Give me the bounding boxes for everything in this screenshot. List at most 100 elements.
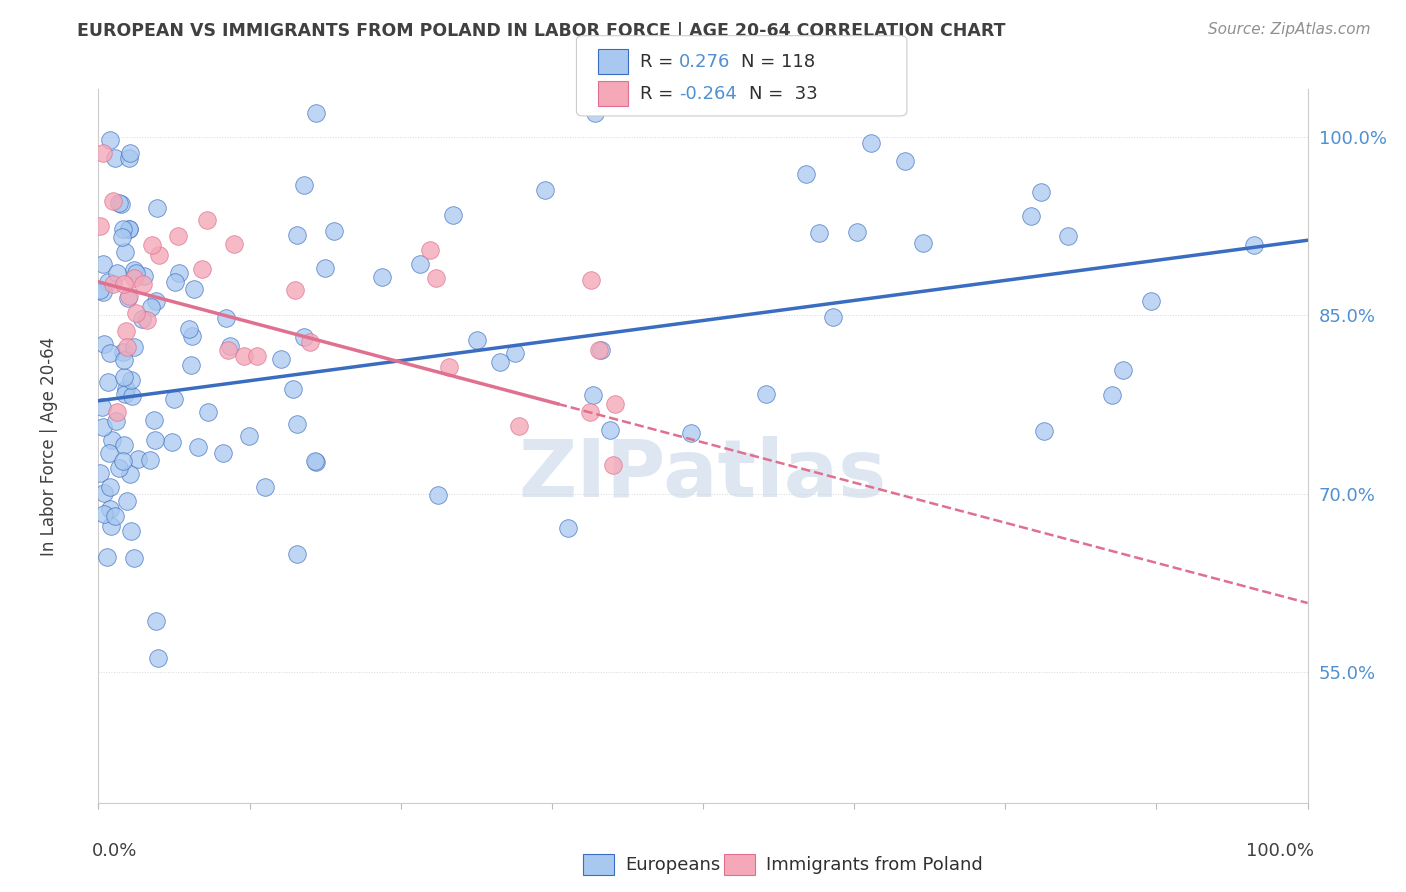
Point	[136, 312, 159, 326]
Point	[408, 257, 430, 271]
Text: Europeans: Europeans	[626, 856, 721, 874]
Point	[98, 346, 121, 360]
Point	[1031, 186, 1053, 200]
Point	[105, 414, 128, 428]
Point	[105, 266, 128, 280]
Point	[118, 289, 141, 303]
Point	[603, 397, 626, 411]
Point	[270, 352, 292, 367]
Point	[145, 201, 167, 215]
Point	[141, 238, 163, 252]
Point	[599, 423, 621, 437]
Point	[143, 433, 166, 447]
Point	[578, 405, 600, 419]
Point	[142, 412, 165, 426]
Point	[118, 151, 141, 165]
Point	[1111, 362, 1133, 376]
Point	[105, 405, 128, 419]
Point	[131, 312, 153, 326]
Point	[117, 221, 139, 235]
Text: 100.0%: 100.0%	[1246, 842, 1313, 860]
Point	[1033, 424, 1056, 438]
Point	[823, 310, 845, 325]
Point	[218, 339, 240, 353]
Point	[101, 434, 124, 448]
Text: EUROPEAN VS IMMIGRANTS FROM POLAND IN LABOR FORCE | AGE 20-64 CORRELATION CHART: EUROPEAN VS IMMIGRANTS FROM POLAND IN LA…	[77, 22, 1005, 40]
Point	[583, 106, 606, 120]
Point	[91, 419, 114, 434]
Point	[112, 370, 135, 384]
Point	[253, 480, 276, 494]
Point	[120, 373, 142, 387]
Point	[180, 359, 202, 373]
Point	[371, 269, 394, 284]
Point	[97, 446, 120, 460]
Point	[287, 228, 309, 243]
Point	[197, 405, 219, 419]
Point	[191, 261, 214, 276]
Point	[115, 382, 138, 396]
Point	[111, 230, 134, 244]
Point	[122, 263, 145, 277]
Text: -0.264: -0.264	[679, 85, 737, 103]
Point	[503, 346, 526, 360]
Point	[419, 243, 441, 257]
Point	[120, 524, 142, 539]
Point	[103, 508, 125, 523]
Point	[281, 382, 304, 396]
Point	[108, 196, 131, 211]
Point	[1056, 228, 1078, 243]
Point	[127, 452, 149, 467]
Point	[222, 237, 245, 252]
Point	[148, 248, 170, 262]
Text: 0.0%: 0.0%	[93, 842, 138, 860]
Point	[846, 225, 869, 239]
Point	[138, 453, 160, 467]
Point	[121, 389, 143, 403]
Point	[117, 291, 139, 305]
Point	[112, 438, 135, 452]
Point	[93, 485, 115, 500]
Point	[124, 306, 146, 320]
Point	[557, 521, 579, 535]
Text: N =  33: N = 33	[749, 85, 818, 103]
Point	[163, 276, 186, 290]
Point	[162, 392, 184, 406]
Point	[115, 493, 138, 508]
Point	[111, 222, 134, 236]
Point	[89, 219, 111, 233]
Point	[96, 550, 118, 565]
Point	[177, 321, 200, 335]
Point	[91, 400, 114, 414]
Point	[427, 488, 450, 502]
Point	[120, 145, 142, 160]
Point	[115, 340, 138, 354]
Point	[287, 547, 309, 561]
Point	[323, 224, 346, 238]
Point	[215, 310, 238, 325]
Point	[98, 480, 121, 494]
Point	[579, 273, 602, 287]
Point	[101, 194, 124, 209]
Point	[755, 386, 778, 401]
Point	[122, 340, 145, 354]
Point	[97, 375, 120, 389]
Point	[139, 300, 162, 314]
Point	[1101, 388, 1123, 402]
Point	[304, 454, 326, 468]
Point	[508, 418, 530, 433]
Point	[1140, 293, 1163, 308]
Point	[298, 335, 321, 350]
Point	[314, 261, 336, 276]
Point	[681, 426, 703, 441]
Text: Source: ZipAtlas.com: Source: ZipAtlas.com	[1208, 22, 1371, 37]
Point	[107, 461, 129, 475]
Point	[246, 349, 269, 363]
Point	[111, 344, 134, 359]
Point	[533, 183, 555, 197]
Point	[285, 417, 308, 431]
Point	[122, 271, 145, 285]
Point	[101, 277, 124, 292]
Point	[132, 268, 155, 283]
Point	[89, 283, 111, 297]
